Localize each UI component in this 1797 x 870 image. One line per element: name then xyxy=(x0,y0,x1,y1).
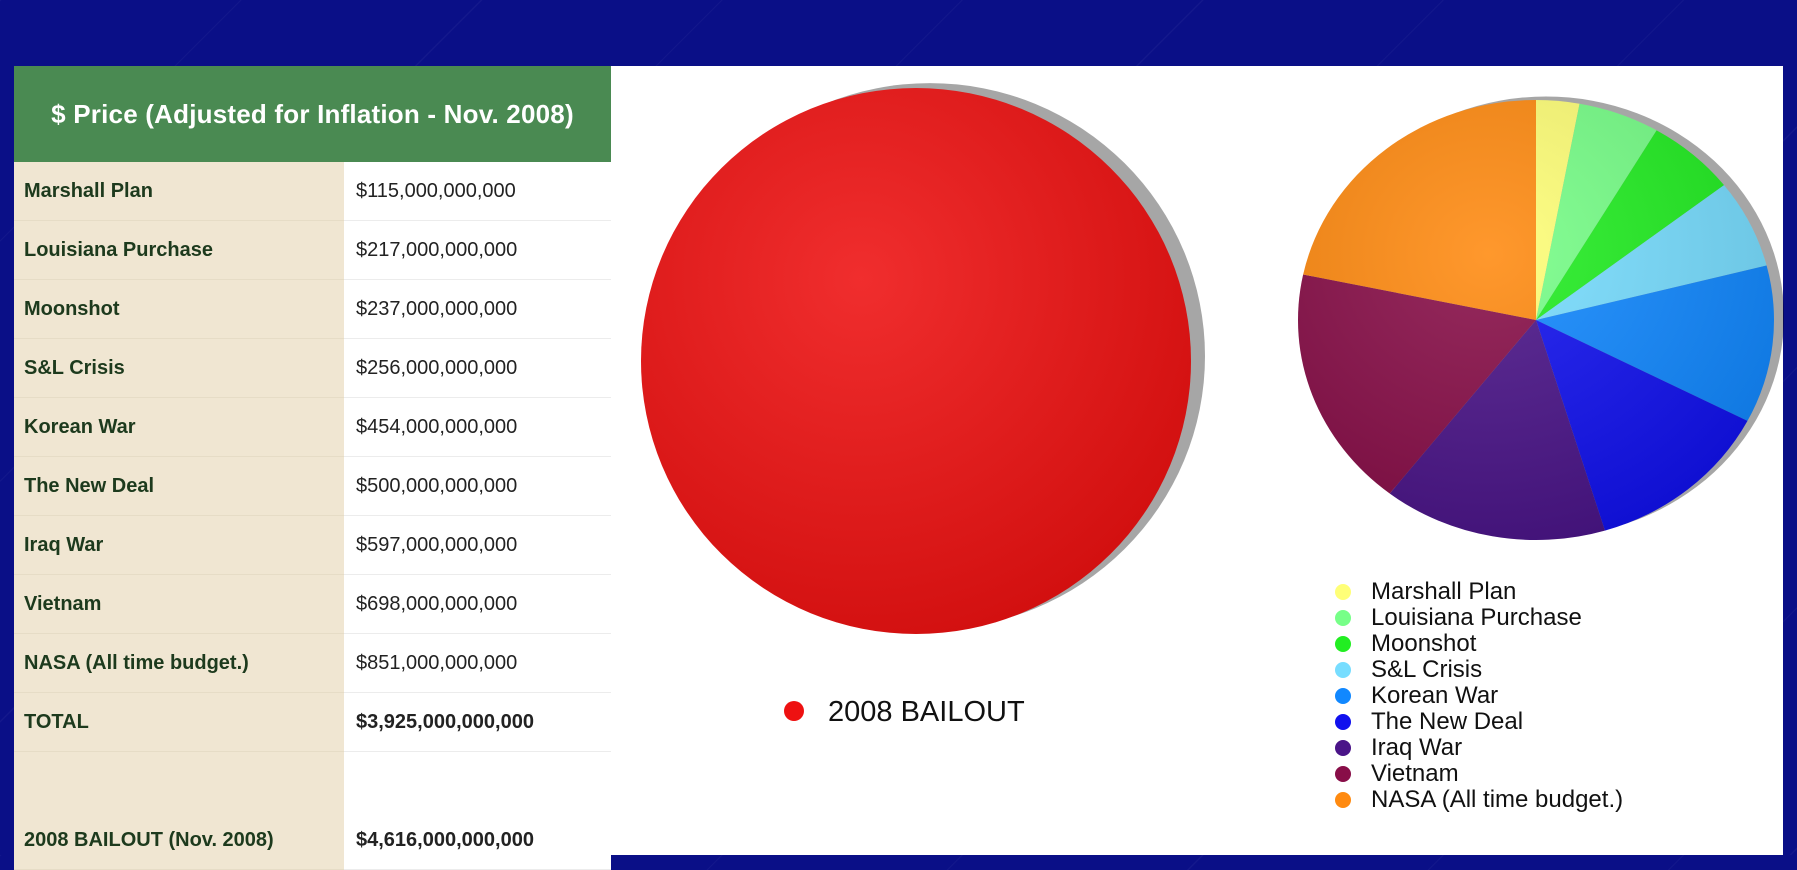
row-label: Marshall Plan xyxy=(14,162,344,221)
legend-swatch xyxy=(1335,792,1351,808)
legend-label: 2008 BAILOUT xyxy=(828,696,1025,728)
bailout-value: $4,616,000,000,000 xyxy=(344,811,611,870)
legend-label: S&L Crisis xyxy=(1371,656,1483,683)
legend-label: Marshall Plan xyxy=(1371,578,1517,605)
bailout-pie-chart xyxy=(641,83,1205,634)
spacer-cell xyxy=(344,752,611,811)
bailout-row: 2008 BAILOUT (Nov. 2008) $4,616,000,000,… xyxy=(14,811,611,870)
table-row: The New Deal $500,000,000,000 xyxy=(14,457,611,516)
legend-swatch xyxy=(1335,714,1351,730)
row-label: Vietnam xyxy=(14,575,344,634)
legend-label: NASA (All time budget.) xyxy=(1371,786,1624,813)
row-value: $115,000,000,000 xyxy=(344,162,611,221)
legend-item-marshall-plan: Marshall Plan xyxy=(1335,579,1623,605)
bailout-legend: 2008 BAILOUT xyxy=(784,696,1025,729)
row-label: S&L Crisis xyxy=(14,339,344,398)
legend-label: The New Deal xyxy=(1371,708,1524,735)
row-value: $698,000,000,000 xyxy=(344,575,611,634)
legend-swatch xyxy=(1335,688,1351,704)
legend-label: Iraq War xyxy=(1371,734,1463,761)
table-row: Iraq War $597,000,000,000 xyxy=(14,516,611,575)
legend-item-louisiana-purchase: Louisiana Purchase xyxy=(1335,605,1623,631)
table-row: Moonshot $237,000,000,000 xyxy=(14,280,611,339)
table-row: Korean War $454,000,000,000 xyxy=(14,398,611,457)
comparison-legend: Marshall Plan Louisiana Purchase Moonshot S… xyxy=(1335,579,1623,813)
row-value: $500,000,000,000 xyxy=(344,457,611,516)
row-label: Iraq War xyxy=(14,516,344,575)
total-label: TOTAL xyxy=(14,693,344,752)
row-value: $851,000,000,000 xyxy=(344,634,611,693)
legend-swatch xyxy=(1335,636,1351,652)
legend-item-vietnam: Vietnam xyxy=(1335,761,1623,787)
legend-item-s-l-crisis: S&L Crisis xyxy=(1335,657,1623,683)
spacer-row xyxy=(14,752,611,811)
row-value: $454,000,000,000 xyxy=(344,398,611,457)
slide-panel: $ Price (Adjusted for Inflation - Nov. 2… xyxy=(14,66,1784,870)
row-value: $597,000,000,000 xyxy=(344,516,611,575)
legend-item-the-new-deal: The New Deal xyxy=(1335,709,1623,735)
table-row: S&L Crisis $256,000,000,000 xyxy=(14,339,611,398)
legend-label: Louisiana Purchase xyxy=(1371,604,1582,631)
legend-item-moonshot: Moonshot xyxy=(1335,631,1623,657)
table-row: NASA (All time budget.) $851,000,000,000 xyxy=(14,634,611,693)
row-label: NASA (All time budget.) xyxy=(14,634,344,693)
row-label: Moonshot xyxy=(14,280,344,339)
bailout-label: 2008 BAILOUT (Nov. 2008) xyxy=(14,811,344,870)
row-label: Korean War xyxy=(14,398,344,457)
legend-label: Korean War xyxy=(1371,682,1499,709)
row-value: $217,000,000,000 xyxy=(344,221,611,280)
legend-swatch xyxy=(784,701,804,721)
legend-swatch xyxy=(1335,766,1351,782)
table-row: Louisiana Purchase $217,000,000,000 xyxy=(14,221,611,280)
table-row: Marshall Plan $115,000,000,000 xyxy=(14,162,611,221)
legend-swatch xyxy=(1335,610,1351,626)
legend-item-2008-bailout: 2008 BAILOUT xyxy=(784,696,1025,729)
legend-item-iraq-war: Iraq War xyxy=(1335,735,1623,761)
legend-swatch xyxy=(1335,740,1351,756)
total-row: TOTAL $3,925,000,000,000 xyxy=(14,693,611,752)
legend-swatch xyxy=(1335,662,1351,678)
spacer-cell xyxy=(14,752,344,811)
table-header: $ Price (Adjusted for Inflation - Nov. 2… xyxy=(14,66,611,162)
legend-item-nasa-all-time-budget: NASA (All time budget.) xyxy=(1335,787,1623,813)
pie-shading xyxy=(1298,100,1774,540)
row-label: Louisiana Purchase xyxy=(14,221,344,280)
total-value: $3,925,000,000,000 xyxy=(344,693,611,752)
row-value: $237,000,000,000 xyxy=(344,280,611,339)
comparison-pie-chart xyxy=(1298,96,1784,540)
row-label: The New Deal xyxy=(14,457,344,516)
pie-shading xyxy=(641,88,1191,634)
price-table: $ Price (Adjusted for Inflation - Nov. 2… xyxy=(14,66,611,870)
legend-swatch xyxy=(1335,584,1351,600)
row-value: $256,000,000,000 xyxy=(344,339,611,398)
table-row: Vietnam $698,000,000,000 xyxy=(14,575,611,634)
legend-item-korean-war: Korean War xyxy=(1335,683,1623,709)
legend-label: Vietnam xyxy=(1371,760,1459,787)
legend-label: Moonshot xyxy=(1371,630,1477,657)
